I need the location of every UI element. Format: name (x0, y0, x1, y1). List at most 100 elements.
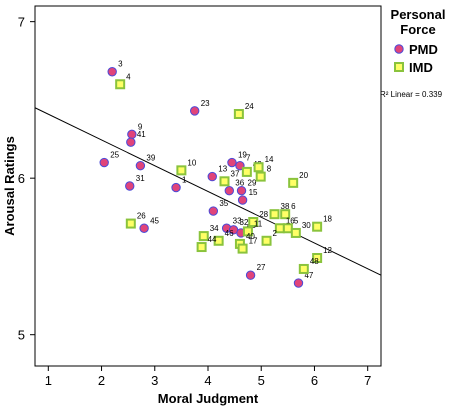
point-label: 4 (126, 72, 131, 81)
point-pmd (245, 270, 256, 280)
legend-label-imd: IMD (409, 60, 433, 75)
point-imd (241, 166, 252, 177)
x-tick-label: 7 (364, 373, 371, 388)
plot-area (34, 5, 382, 367)
point-label: 39 (146, 154, 155, 163)
point-pmd (139, 223, 149, 233)
point-imd (312, 221, 323, 232)
point-imd (242, 226, 253, 237)
point-label: 31 (136, 174, 145, 183)
x-tick-label: 2 (98, 373, 105, 388)
legend-label-pmd: PMD (409, 42, 438, 57)
point-label: 18 (323, 215, 332, 224)
point-label: 16 (286, 216, 295, 225)
point-label: 48 (310, 257, 319, 266)
point-label: 10 (187, 158, 196, 167)
point-label: 11 (254, 219, 263, 228)
point-label: 23 (201, 99, 210, 108)
x-tick-label: 4 (204, 373, 211, 388)
point-imd (198, 231, 209, 242)
point-pmd (107, 67, 117, 77)
point-label: 34 (210, 224, 219, 233)
y-tick-label: 6 (18, 171, 25, 186)
x-tick-label: 5 (258, 373, 265, 388)
point-label: 30 (302, 221, 311, 230)
legend-marker-pmd (394, 44, 404, 54)
point-label: 24 (245, 102, 254, 111)
data-points: 3941253931451231319736293533324327471542… (99, 60, 333, 288)
point-label: 1 (182, 176, 187, 185)
point-pmd (236, 185, 247, 196)
point-imd (274, 223, 285, 234)
point-label: 13 (218, 165, 227, 174)
point-pmd (99, 157, 109, 168)
point-imd (288, 177, 299, 188)
y-tick-label: 7 (18, 15, 25, 30)
point-imd (253, 162, 264, 173)
x-tick-label: 6 (311, 373, 318, 388)
point-label: 7 (246, 154, 251, 163)
point-pmd (171, 182, 181, 193)
point-imd (248, 217, 259, 227)
point-label: 29 (248, 179, 257, 188)
point-label: 41 (137, 130, 146, 139)
x-axis-title: Moral Judgment (158, 391, 259, 406)
point-label: 44 (208, 235, 217, 244)
point-label: 6 (291, 202, 296, 211)
point-label: 35 (219, 199, 228, 208)
point-label: 40 (246, 232, 255, 241)
point-label: 2 (273, 229, 278, 238)
point-label: 9 (138, 122, 143, 131)
point-pmd (237, 195, 248, 205)
legend-title-line-1: Personal (391, 7, 446, 22)
point-imd (213, 235, 224, 246)
point-pmd (125, 181, 135, 191)
point-imd (282, 223, 293, 234)
point-imd (176, 165, 187, 176)
point-imd (312, 253, 323, 263)
point-imd (115, 79, 126, 90)
point-pmd (227, 157, 237, 168)
x-tick-label: 3 (151, 373, 158, 388)
point-label: 36 (235, 179, 244, 188)
y-tick-label: 5 (18, 328, 25, 343)
point-label: 45 (150, 216, 159, 225)
point-pmd (189, 106, 200, 116)
point-imd (125, 218, 136, 229)
point-label: 37 (231, 169, 240, 178)
point-label: 17 (249, 237, 258, 246)
point-imd (269, 209, 280, 220)
legend-title-line-2: Force (400, 22, 435, 37)
point-imd (280, 209, 291, 220)
x-tick-label: 1 (45, 373, 52, 388)
point-label: 15 (249, 188, 258, 197)
y-axis-ticks: 5 6 7 (18, 15, 35, 343)
point-label: 19 (238, 151, 247, 160)
point-pmd (293, 278, 304, 288)
point-imd (196, 242, 207, 253)
point-pmd (207, 171, 217, 182)
point-imd (290, 227, 301, 238)
point-pmd (127, 129, 137, 140)
point-label: 20 (299, 171, 308, 180)
point-imd (233, 109, 244, 119)
point-label: 26 (137, 212, 146, 221)
point-label: 47 (304, 271, 313, 280)
fit-line-label: R² Linear = 0.339 (380, 90, 443, 99)
point-pmd (208, 206, 219, 216)
point-label: 27 (257, 263, 266, 272)
point-label: 12 (323, 246, 332, 255)
point-imd (237, 243, 248, 254)
point-label: 28 (259, 210, 268, 219)
point-label: 25 (110, 151, 119, 160)
point-label: 32 (240, 218, 249, 227)
point-label: 5 (294, 216, 299, 225)
legend: Personal Force PMD IMD (391, 7, 446, 75)
x-axis-ticks: 1 2 3 4 5 6 7 (45, 366, 371, 388)
point-label: 38 (281, 202, 290, 211)
point-imd (298, 263, 309, 274)
y-axis-title: Arousal Ratings (2, 136, 17, 236)
point-label: 8 (267, 165, 272, 174)
point-imd (255, 171, 266, 182)
point-label: 14 (265, 155, 274, 164)
